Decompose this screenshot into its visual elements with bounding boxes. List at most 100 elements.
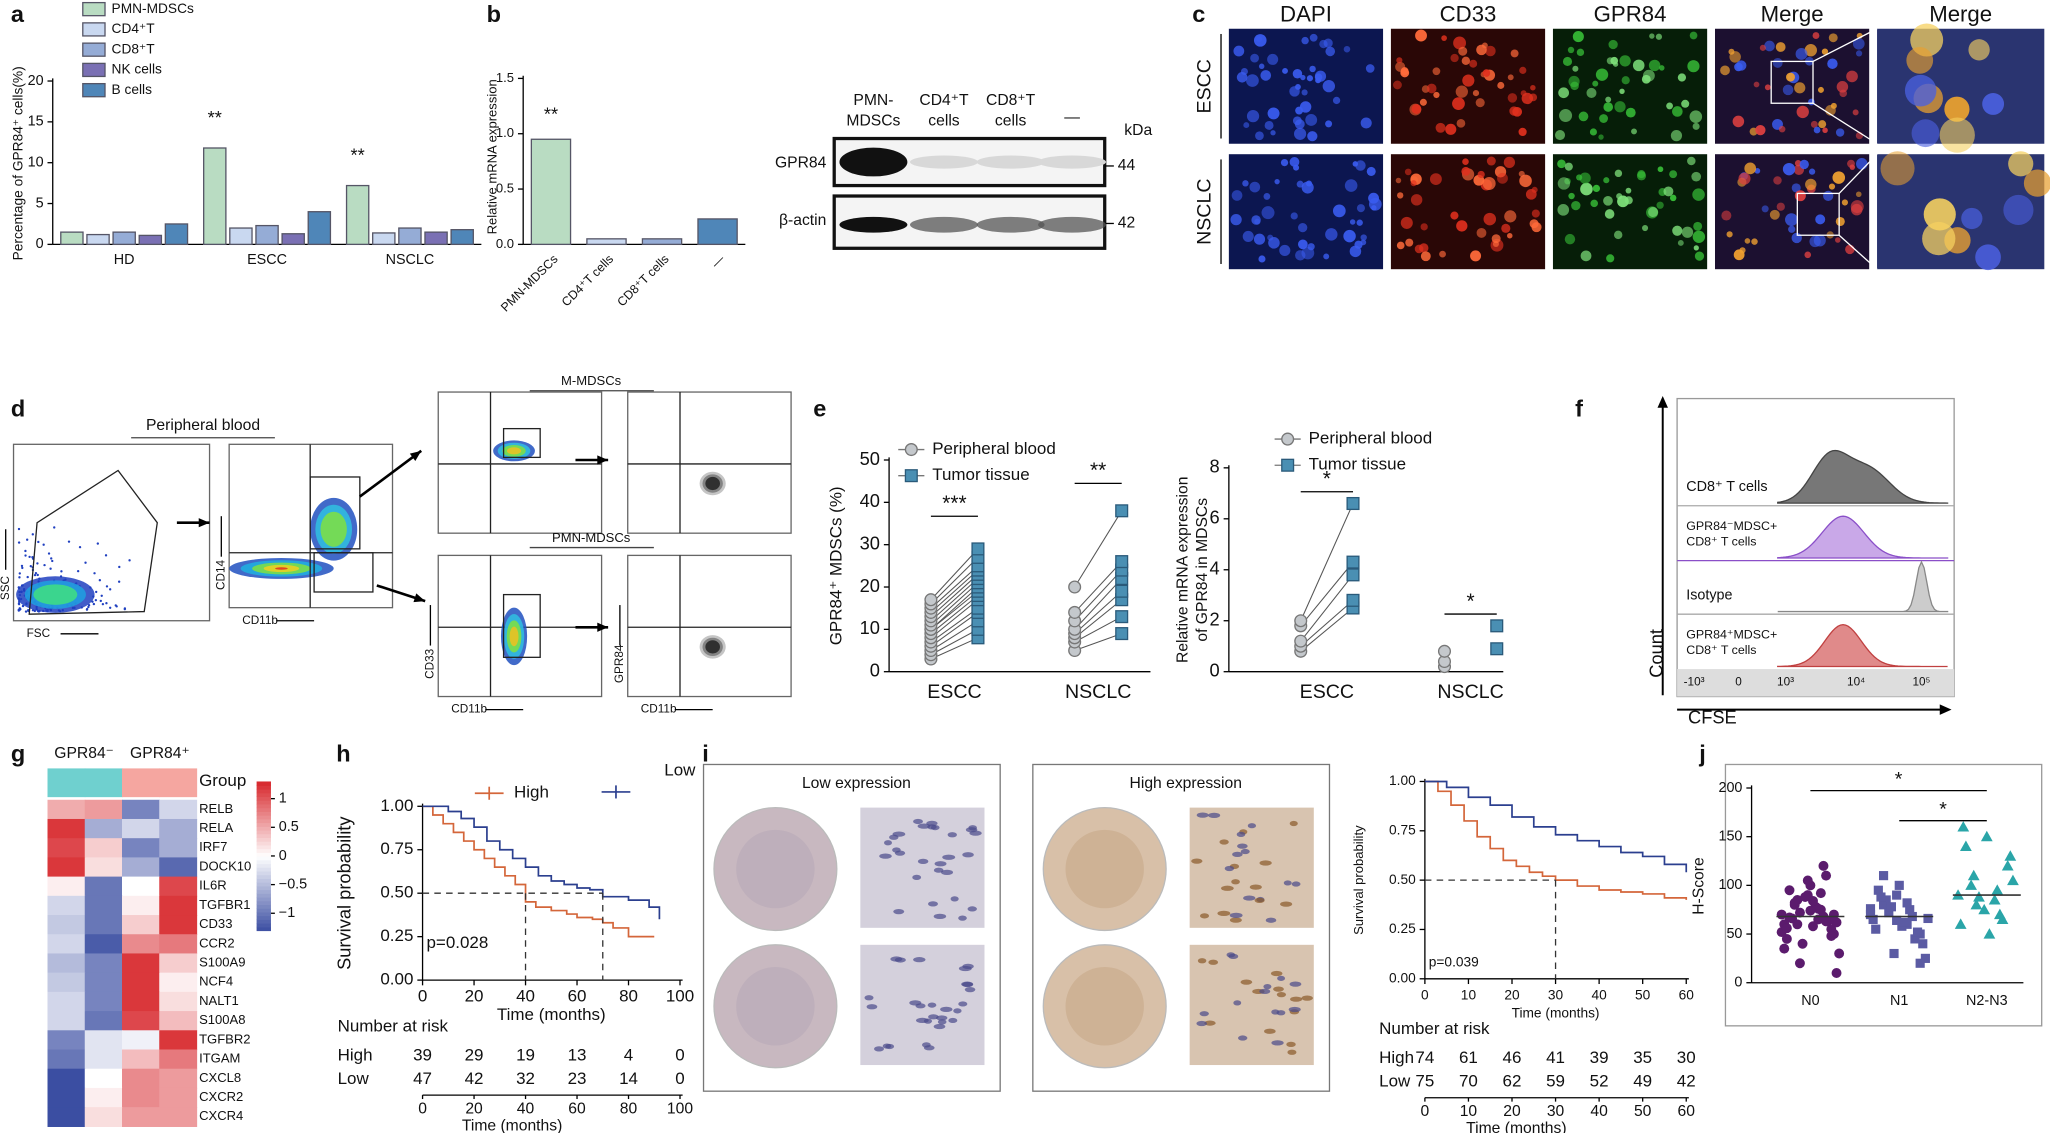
y-tick-label: 15 — [28, 114, 44, 130]
x-tick-label: 20 — [465, 987, 484, 1006]
point — [1115, 504, 1129, 518]
cell — [1642, 224, 1649, 232]
bar — [424, 231, 448, 246]
point — [1294, 614, 1308, 628]
bar — [586, 238, 627, 246]
cell — [1791, 183, 1801, 193]
cell — [1315, 77, 1322, 84]
nucleus — [1249, 884, 1262, 890]
heat-cell — [159, 1068, 198, 1089]
nucleus — [892, 831, 906, 837]
risk-value: 0 — [675, 1045, 684, 1064]
cell — [1356, 219, 1363, 226]
risk-title: Number at risk — [338, 1017, 449, 1036]
nucleus — [930, 824, 940, 831]
cell — [1815, 214, 1826, 225]
cell — [1300, 74, 1306, 81]
nucleus — [926, 820, 938, 826]
pair-line — [930, 628, 979, 656]
point — [1988, 894, 2001, 905]
cell — [1332, 204, 1346, 218]
point — [1794, 907, 1805, 918]
plot-frame — [1724, 763, 2043, 1027]
colorbar-step — [256, 848, 271, 853]
cell — [1775, 42, 1786, 52]
event — [31, 533, 34, 536]
band — [1038, 216, 1107, 233]
x-tick-label: N2-N3 — [1966, 993, 2008, 1009]
cell — [1305, 114, 1318, 126]
colorbar-label: −0.5 — [279, 876, 307, 892]
significance: ** — [1090, 459, 1106, 482]
event — [36, 562, 39, 565]
event — [108, 588, 112, 591]
nucleus — [1237, 843, 1248, 849]
cell — [1558, 87, 1570, 99]
cell — [1827, 58, 1838, 69]
gate — [502, 593, 541, 658]
x-tick-label: 0 — [418, 987, 427, 1006]
cell — [1576, 174, 1583, 181]
tissue-core — [736, 829, 815, 909]
cell — [1280, 158, 1289, 167]
arrow-head — [1939, 704, 1952, 715]
pair-line — [1300, 607, 1354, 652]
risk-row-label: High — [338, 1045, 373, 1064]
band — [1038, 155, 1107, 169]
y-tick-label: 0.50 — [1389, 872, 1416, 887]
nucleus — [864, 995, 874, 1001]
y-axis-label: CD14 — [214, 560, 227, 591]
legend-marker — [904, 469, 918, 483]
zoom-line — [1812, 28, 1878, 63]
pair-line — [930, 590, 979, 630]
colorbar-label: 1 — [279, 790, 287, 806]
nucleus — [934, 861, 947, 867]
nucleus — [1247, 823, 1257, 829]
risk-row-label: High — [1379, 1048, 1414, 1067]
cell — [1360, 234, 1367, 241]
event — [95, 590, 98, 594]
cell — [1365, 64, 1375, 73]
point — [1792, 919, 1803, 930]
event — [26, 538, 29, 541]
heat-cell — [159, 857, 198, 878]
cell — [1230, 213, 1242, 226]
nucleus — [923, 1045, 935, 1051]
point — [1781, 933, 1792, 944]
cell — [1813, 126, 1821, 134]
cell — [1751, 238, 1758, 245]
colorbar-step — [256, 867, 271, 872]
event — [24, 554, 27, 557]
cell — [1788, 225, 1796, 233]
event — [20, 564, 24, 568]
x-tick-label: NSCLC — [386, 252, 435, 268]
cell — [1572, 65, 1579, 72]
event — [42, 543, 45, 546]
heat-cell — [121, 972, 160, 993]
point — [1797, 938, 1808, 949]
y-axis-label: Survival probability — [333, 816, 354, 970]
pair-line — [1074, 599, 1123, 639]
p-value: p=0.028 — [426, 933, 488, 952]
y-tick-label: 0 — [1734, 975, 1742, 991]
y-tick-label: 10 — [28, 154, 44, 170]
y-axis-label: SSC — [0, 575, 12, 600]
y-axis-label: Count — [1645, 629, 1666, 678]
cell — [1525, 188, 1537, 200]
cell — [1410, 194, 1423, 206]
event — [49, 567, 52, 570]
cell — [1605, 96, 1612, 103]
cell — [1794, 82, 1806, 94]
p-value: p=0.039 — [1429, 955, 1479, 970]
cell — [1470, 250, 1482, 262]
lane-label: PMN- — [853, 92, 893, 109]
row-label: CD33 — [199, 916, 232, 931]
cell — [1349, 245, 1362, 258]
point — [1865, 909, 1876, 920]
pair-line — [930, 620, 979, 651]
cell — [1589, 128, 1597, 136]
cell — [1411, 104, 1422, 114]
heat-cell — [47, 895, 86, 916]
nucleus — [1288, 1006, 1301, 1013]
x-tick-label: 20 — [1503, 1103, 1521, 1120]
